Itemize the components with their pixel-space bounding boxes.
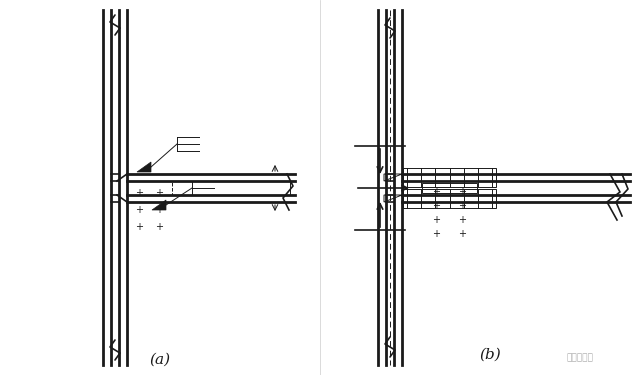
Text: +: + bbox=[135, 205, 143, 215]
Bar bbox=[403, 189, 496, 208]
Text: +: + bbox=[458, 201, 466, 211]
Bar bbox=[422, 183, 477, 193]
Text: +: + bbox=[458, 229, 466, 239]
Text: +: + bbox=[432, 187, 440, 197]
Polygon shape bbox=[152, 200, 166, 210]
Text: +: + bbox=[458, 215, 466, 225]
Text: +: + bbox=[458, 187, 466, 197]
Text: +: + bbox=[432, 215, 440, 225]
Text: +: + bbox=[135, 188, 143, 198]
Text: +: + bbox=[155, 222, 163, 232]
Text: 钔结构设计: 钔结构设计 bbox=[566, 354, 593, 363]
Text: +: + bbox=[432, 229, 440, 239]
Bar bbox=[127, 181, 172, 195]
Text: (b): (b) bbox=[479, 348, 501, 362]
Bar bbox=[403, 168, 496, 187]
Text: +: + bbox=[155, 188, 163, 198]
Text: +: + bbox=[432, 201, 440, 211]
Polygon shape bbox=[137, 162, 151, 172]
Text: +: + bbox=[135, 222, 143, 232]
Text: +: + bbox=[155, 205, 163, 215]
Text: (a): (a) bbox=[149, 353, 171, 367]
